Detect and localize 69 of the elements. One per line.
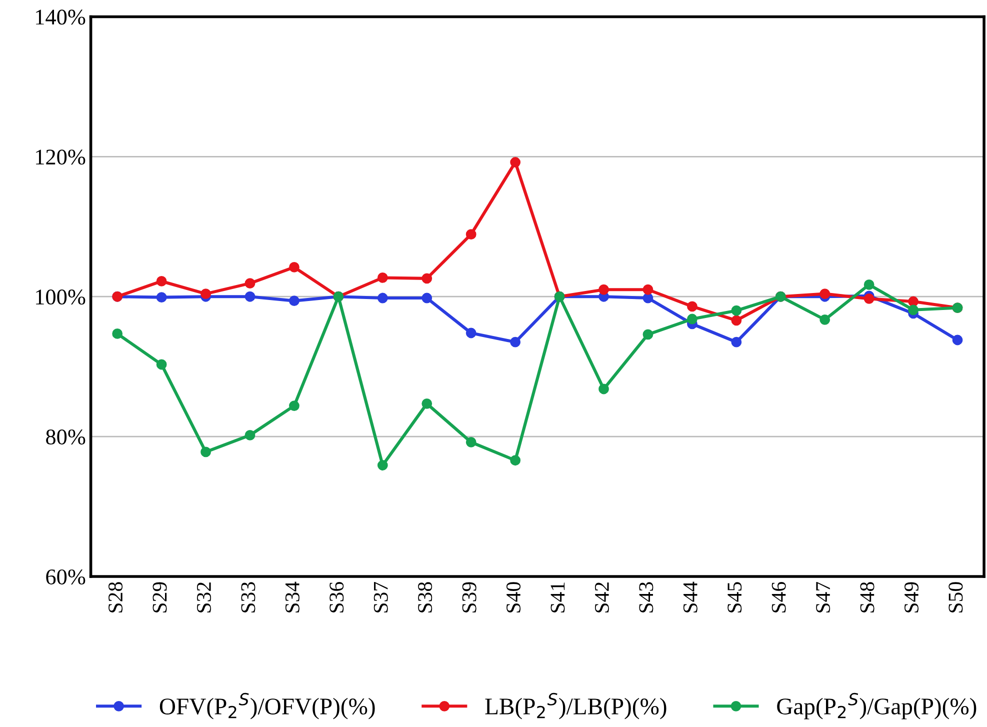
x-tick-label: S37 <box>374 582 388 612</box>
point <box>864 294 874 304</box>
point <box>820 288 830 300</box>
point <box>642 284 654 295</box>
point <box>598 384 609 394</box>
point <box>820 314 830 325</box>
point <box>864 280 874 290</box>
point <box>952 334 963 346</box>
point <box>731 315 742 326</box>
point <box>466 229 476 240</box>
point <box>156 359 167 370</box>
point <box>686 314 698 324</box>
y-tick-label: 140% <box>36 10 86 25</box>
x-tick-label: S34 <box>285 582 300 612</box>
x-tick-label: S38 <box>418 582 432 612</box>
point <box>112 328 123 339</box>
x-tick-label: S48 <box>860 582 874 612</box>
y-tick-label: 120% <box>36 150 86 165</box>
point <box>642 292 654 304</box>
y-tick-label: 100% <box>36 290 86 305</box>
x-tick-label: S42 <box>594 582 609 612</box>
point <box>598 284 609 295</box>
point <box>422 398 432 409</box>
point <box>510 157 521 168</box>
point <box>200 446 211 458</box>
point <box>244 291 256 302</box>
x-tick-label: S28 <box>108 582 123 612</box>
point <box>289 262 300 272</box>
point <box>466 436 476 448</box>
x-tick-label: S47 <box>816 582 830 612</box>
x-tick-label: S40 <box>506 582 521 612</box>
point <box>156 292 167 303</box>
point <box>642 329 654 340</box>
point <box>377 272 388 283</box>
point <box>289 296 300 306</box>
point <box>686 301 698 312</box>
x-tick-label: S46 <box>772 582 786 612</box>
legend-label: OFV(P$_{2}$$^{S}$)/OFV(P)(%) <box>160 692 375 720</box>
x-tick-label: S39 <box>462 582 476 612</box>
point <box>377 460 388 470</box>
point <box>908 296 918 307</box>
point <box>244 278 256 289</box>
point <box>731 305 742 316</box>
x-tick-label: S44 <box>683 582 698 612</box>
point <box>510 336 521 348</box>
x-tick-label: S49 <box>904 582 919 612</box>
x-tick-label: S50 <box>948 582 963 612</box>
point <box>244 430 256 440</box>
point <box>156 276 167 286</box>
y-tick-label: 60% <box>46 569 86 585</box>
point <box>908 304 918 316</box>
point <box>510 455 521 466</box>
point <box>377 292 388 304</box>
x-tick-label: S45 <box>728 582 742 612</box>
x-tick-label: S36 <box>330 582 344 612</box>
x-tick-label: S32 <box>196 582 211 612</box>
x-tick-label: S43 <box>639 582 654 612</box>
point <box>422 273 432 284</box>
y-tick-label: 80% <box>46 429 86 445</box>
point <box>731 336 742 348</box>
x-tick-label: S41 <box>550 582 565 612</box>
point <box>289 400 300 411</box>
x-tick-label: S33 <box>241 582 256 612</box>
point <box>200 288 211 300</box>
point <box>422 292 432 304</box>
legend-label: Gap(P$_{2}$$^{S}$)/Gap(P)(%) <box>777 692 976 720</box>
x-tick-label: S29 <box>152 582 167 612</box>
point <box>466 328 476 338</box>
legend-label: LB(P$_{2}$$^{S}$)/LB(P)(%) <box>485 692 666 720</box>
